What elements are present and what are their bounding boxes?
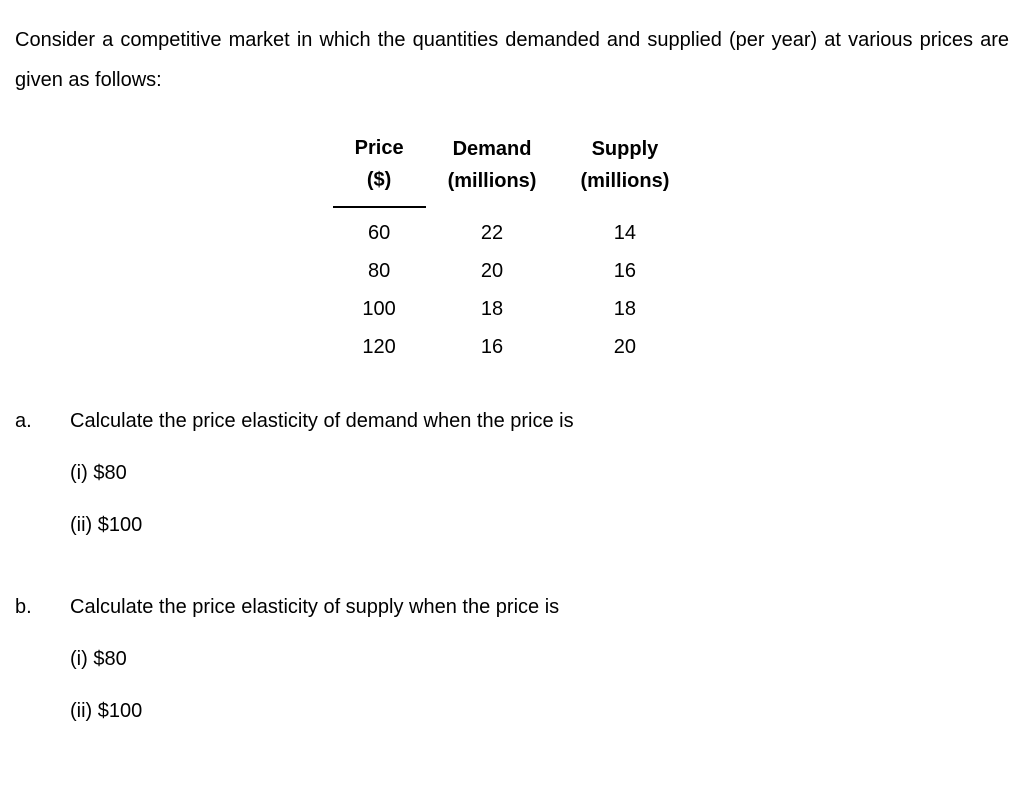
price-header-2: ($) <box>367 169 391 191</box>
question-a-sub-ii: (ii) $100 <box>70 510 1009 540</box>
question-b-prompt: Calculate the price elasticity of supply… <box>70 592 1009 622</box>
cell-price: 80 <box>333 252 426 290</box>
supply-header-1: Supply <box>592 138 659 160</box>
question-b-sub-ii: (ii) $100 <box>70 696 1009 726</box>
cell-price: 60 <box>333 207 426 252</box>
cell-supply: 18 <box>558 290 691 328</box>
intro-text: Consider a competitive market in which t… <box>15 20 1009 100</box>
question-a: a. Calculate the price elasticity of dem… <box>15 406 1009 562</box>
cell-supply: 16 <box>558 252 691 290</box>
demand-header-2: (millions) <box>448 170 537 192</box>
cell-price: 100 <box>333 290 426 328</box>
col-header-supply: Supply (millions) <box>558 128 691 207</box>
cell-supply: 14 <box>558 207 691 252</box>
question-b-sub-i: (i) $80 <box>70 644 1009 674</box>
cell-demand: 16 <box>426 328 559 366</box>
question-a-prompt: Calculate the price elasticity of demand… <box>70 406 1009 436</box>
table-row: 80 20 16 <box>333 252 692 290</box>
table-row: 60 22 14 <box>333 207 692 252</box>
question-a-sub-i: (i) $80 <box>70 458 1009 488</box>
table-row: 100 18 18 <box>333 290 692 328</box>
col-header-price: Price ($) <box>333 128 426 207</box>
question-b-label: b. <box>15 592 70 622</box>
cell-demand: 18 <box>426 290 559 328</box>
question-b: b. Calculate the price elasticity of sup… <box>15 592 1009 748</box>
price-header-1: Price <box>355 137 404 159</box>
cell-supply: 20 <box>558 328 691 366</box>
question-list: a. Calculate the price elasticity of dem… <box>15 406 1009 748</box>
table-row: 120 16 20 <box>333 328 692 366</box>
cell-demand: 22 <box>426 207 559 252</box>
market-table: Price ($) Demand (millions) Supply (mill… <box>333 128 692 366</box>
cell-price: 120 <box>333 328 426 366</box>
col-header-demand: Demand (millions) <box>426 128 559 207</box>
demand-header-1: Demand <box>453 138 532 160</box>
question-a-label: a. <box>15 406 70 436</box>
supply-header-2: (millions) <box>580 170 669 192</box>
cell-demand: 20 <box>426 252 559 290</box>
